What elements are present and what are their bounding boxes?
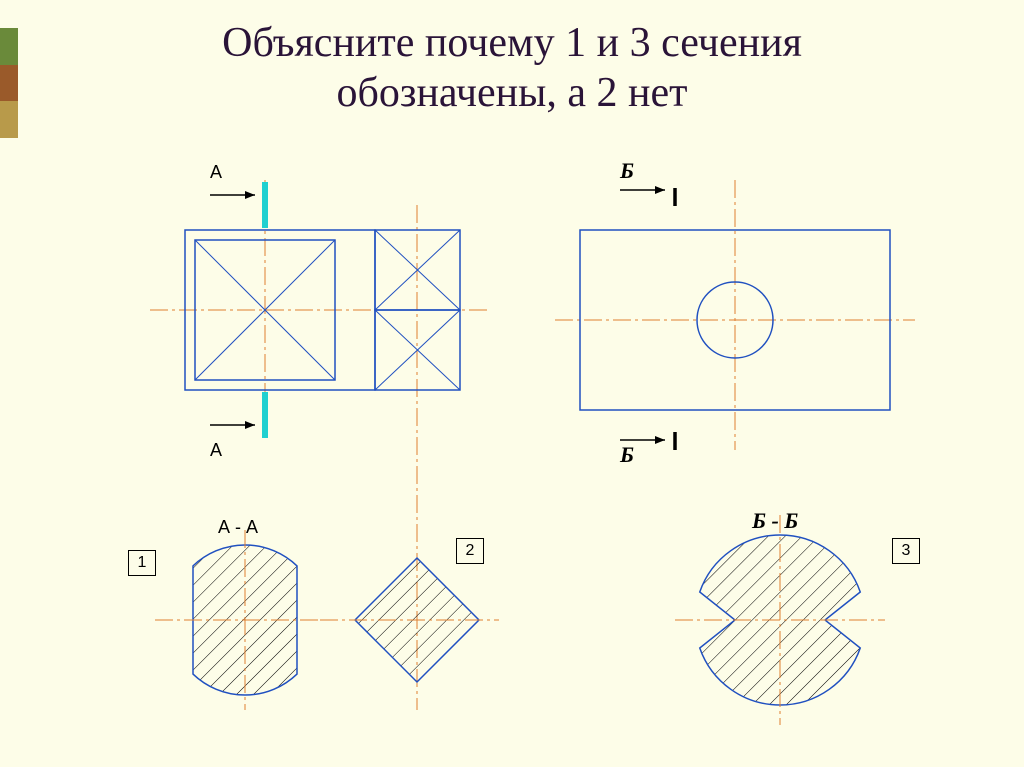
drawing-svg — [0, 150, 1024, 760]
label-a-top: А — [210, 162, 222, 183]
label-a-bot: А — [210, 440, 222, 461]
numbox-3: 3 — [892, 538, 920, 564]
numbox-1: 1 — [128, 550, 156, 576]
page-title: Объясните почему 1 и 3 сечения обозначен… — [0, 0, 1024, 119]
label-b-top: Б — [620, 158, 634, 184]
numbox-2: 2 — [456, 538, 484, 564]
drawing-canvas: А А Б Б А - А Б - Б 1 2 3 — [0, 150, 1024, 760]
label-aa: А - А — [218, 517, 258, 538]
title-line-2: обозначены, а 2 нет — [337, 70, 688, 116]
title-line-1: Объясните почему 1 и 3 сечения — [222, 20, 802, 66]
accent-bar — [0, 28, 18, 138]
label-b-bot: Б — [620, 442, 634, 468]
label-bb: Б - Б — [752, 508, 798, 534]
